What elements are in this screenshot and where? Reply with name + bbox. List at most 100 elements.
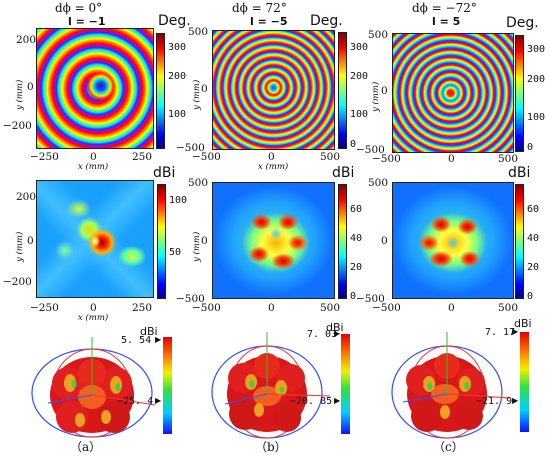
- cb-tick: 100: [350, 109, 369, 120]
- pattern-colorbar-b: [341, 334, 350, 434]
- cb-tick: 200: [527, 74, 546, 85]
- gain-unit-c: dBi: [508, 165, 531, 181]
- min-marker-icon: ▶: [334, 396, 341, 405]
- cb-tick: 200: [350, 71, 369, 82]
- cb-tick: 200: [168, 71, 187, 82]
- phase-map-a: [36, 28, 154, 149]
- y-tick: 0: [27, 235, 34, 247]
- pattern-min-a: −25. 4: [117, 396, 154, 407]
- x-tick: 0: [268, 151, 275, 163]
- cb-tick: 60: [350, 204, 363, 215]
- cb-tick: 40: [350, 233, 363, 244]
- phase-unit-b: Deg.: [310, 13, 343, 29]
- max-marker-icon: ▶: [155, 335, 162, 344]
- pattern-min-b: −20. 85: [290, 396, 333, 407]
- y-tick: −500: [176, 293, 205, 305]
- y-tick: 500: [188, 177, 209, 189]
- x-tick: −500: [192, 151, 221, 163]
- x-tick: 0: [90, 151, 97, 163]
- gain-colorbar-b: [338, 184, 347, 299]
- y-tick: 0: [381, 235, 388, 247]
- gain-colorbar-c: [515, 184, 524, 299]
- cb-tick: 300: [527, 44, 546, 55]
- gain-unit-a: dBi: [153, 165, 176, 181]
- pattern-colorbar-c: [520, 332, 529, 432]
- cb-tick: 60: [527, 204, 540, 215]
- header-l-c: l = 5: [432, 15, 461, 28]
- y-tick: 200: [16, 34, 37, 46]
- gain-map-b: [212, 182, 335, 299]
- x-tick: −250: [30, 302, 59, 314]
- phase-colorbar-b: [338, 32, 347, 149]
- y-axis-label: y (mm): [192, 79, 202, 110]
- phase-unit-c: Deg.: [506, 15, 539, 31]
- x-tick: 0: [448, 153, 455, 165]
- phase-colorbar-a: [156, 33, 165, 149]
- phase-colorbar-c: [515, 35, 524, 152]
- x-axis-label: x (mm): [258, 162, 289, 172]
- cb-tick: 300: [350, 42, 369, 53]
- pattern-unit-a: dBi: [140, 325, 158, 338]
- gain-map-a: [36, 180, 154, 298]
- pattern-min-c: −21. 9: [476, 396, 513, 407]
- cb-tick: 50: [169, 247, 182, 258]
- header-dphi-b: dϕ = 72°: [232, 1, 287, 15]
- pattern-unit-b: dBi: [326, 321, 344, 334]
- x-tick: 0: [448, 302, 455, 314]
- max-marker-icon: ▶: [334, 329, 341, 338]
- y-tick: 0: [201, 83, 208, 95]
- gain-unit-b: dBi: [332, 165, 355, 181]
- cb-tick: 100: [527, 112, 546, 123]
- caption-b: （b）: [255, 440, 287, 454]
- x-tick: −500: [192, 302, 221, 314]
- x-tick: 500: [498, 153, 519, 165]
- header-dphi-c: dϕ = −72°: [412, 1, 477, 15]
- pattern-max-a: 5. 54: [121, 335, 152, 346]
- header-l-a: l = −1: [68, 15, 106, 28]
- header-l-b: l = −5: [250, 15, 288, 28]
- y-tick: 500: [368, 177, 389, 189]
- y-tick: 500: [188, 26, 209, 38]
- header-dphi-a: dϕ = 0°: [55, 1, 103, 15]
- cb-tick: 40: [527, 233, 540, 244]
- x-tick: −500: [372, 153, 401, 165]
- y-axis-label: y (mm): [192, 231, 202, 262]
- x-tick: 250: [132, 302, 153, 314]
- max-marker-icon: ▶: [512, 327, 519, 336]
- y-axis-label: y (mm): [15, 231, 25, 262]
- y-tick: −500: [356, 293, 385, 305]
- y-tick: −200: [3, 276, 32, 288]
- x-tick: 0: [90, 302, 97, 314]
- pattern-3d-c: [391, 332, 511, 439]
- pattern-colorbar-a: [163, 337, 172, 434]
- pattern-3d-a: [31, 337, 156, 438]
- min-marker-icon: ▶: [155, 396, 162, 405]
- cb-tick: 300: [168, 42, 187, 53]
- x-tick: 0: [268, 302, 275, 314]
- y-axis-label: y (mm): [15, 79, 25, 110]
- cb-tick: 20: [527, 262, 540, 273]
- cb-tick: 0: [350, 139, 357, 150]
- y-tick: 500: [368, 29, 389, 41]
- pattern-unit-c: dBi: [514, 317, 532, 330]
- pattern-3d-b: [211, 332, 331, 439]
- caption-c: （c）: [433, 440, 464, 454]
- gain-colorbar-a: [157, 184, 166, 299]
- x-axis-label: x (mm): [78, 313, 109, 323]
- x-tick: 250: [132, 151, 153, 163]
- y-tick: 0: [201, 235, 208, 247]
- cb-tick: 0: [527, 142, 534, 153]
- x-axis-label: x (mm): [78, 162, 109, 172]
- y-tick: 0: [27, 81, 34, 93]
- pattern-max-b: 7. 03: [307, 329, 338, 340]
- phase-map-c: [392, 33, 514, 153]
- min-marker-icon: ▶: [512, 396, 519, 405]
- caption-a: （a）: [70, 440, 102, 454]
- phase-unit-a: Deg.: [158, 13, 191, 29]
- y-tick: 200: [16, 191, 37, 203]
- x-tick: −500: [372, 302, 401, 314]
- y-axis-label: y (mm): [371, 81, 381, 112]
- y-tick: −500: [356, 144, 385, 156]
- cb-tick: 0: [350, 291, 357, 302]
- y-tick: −200: [3, 120, 32, 132]
